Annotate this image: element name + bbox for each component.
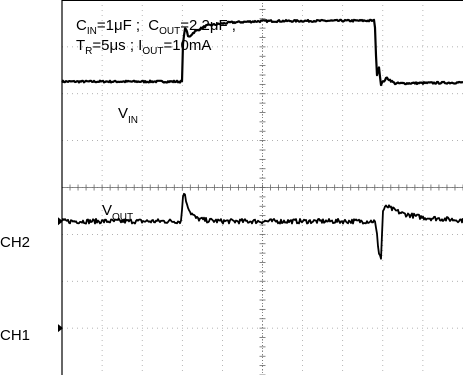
series-vin-line [61,18,463,87]
ch2-ground-arrow [58,217,63,226]
graticule [61,0,463,375]
ch2-marker: CH2 [0,234,30,251]
ch1-marker: CH1 [0,327,30,344]
series-vout-line [61,192,463,260]
traces-layer [61,18,463,260]
vin-trace-label: VIN [118,105,138,126]
vout-trace-label: VOUT [102,202,133,223]
conditions-line1: CIN=1μF ; COUT=2.2μF ; [76,17,236,37]
conditions-line2: TR=5μs ; IOUT=10mA [76,37,211,57]
plot-frame [58,0,463,375]
ch1-ground-arrow [58,324,63,333]
